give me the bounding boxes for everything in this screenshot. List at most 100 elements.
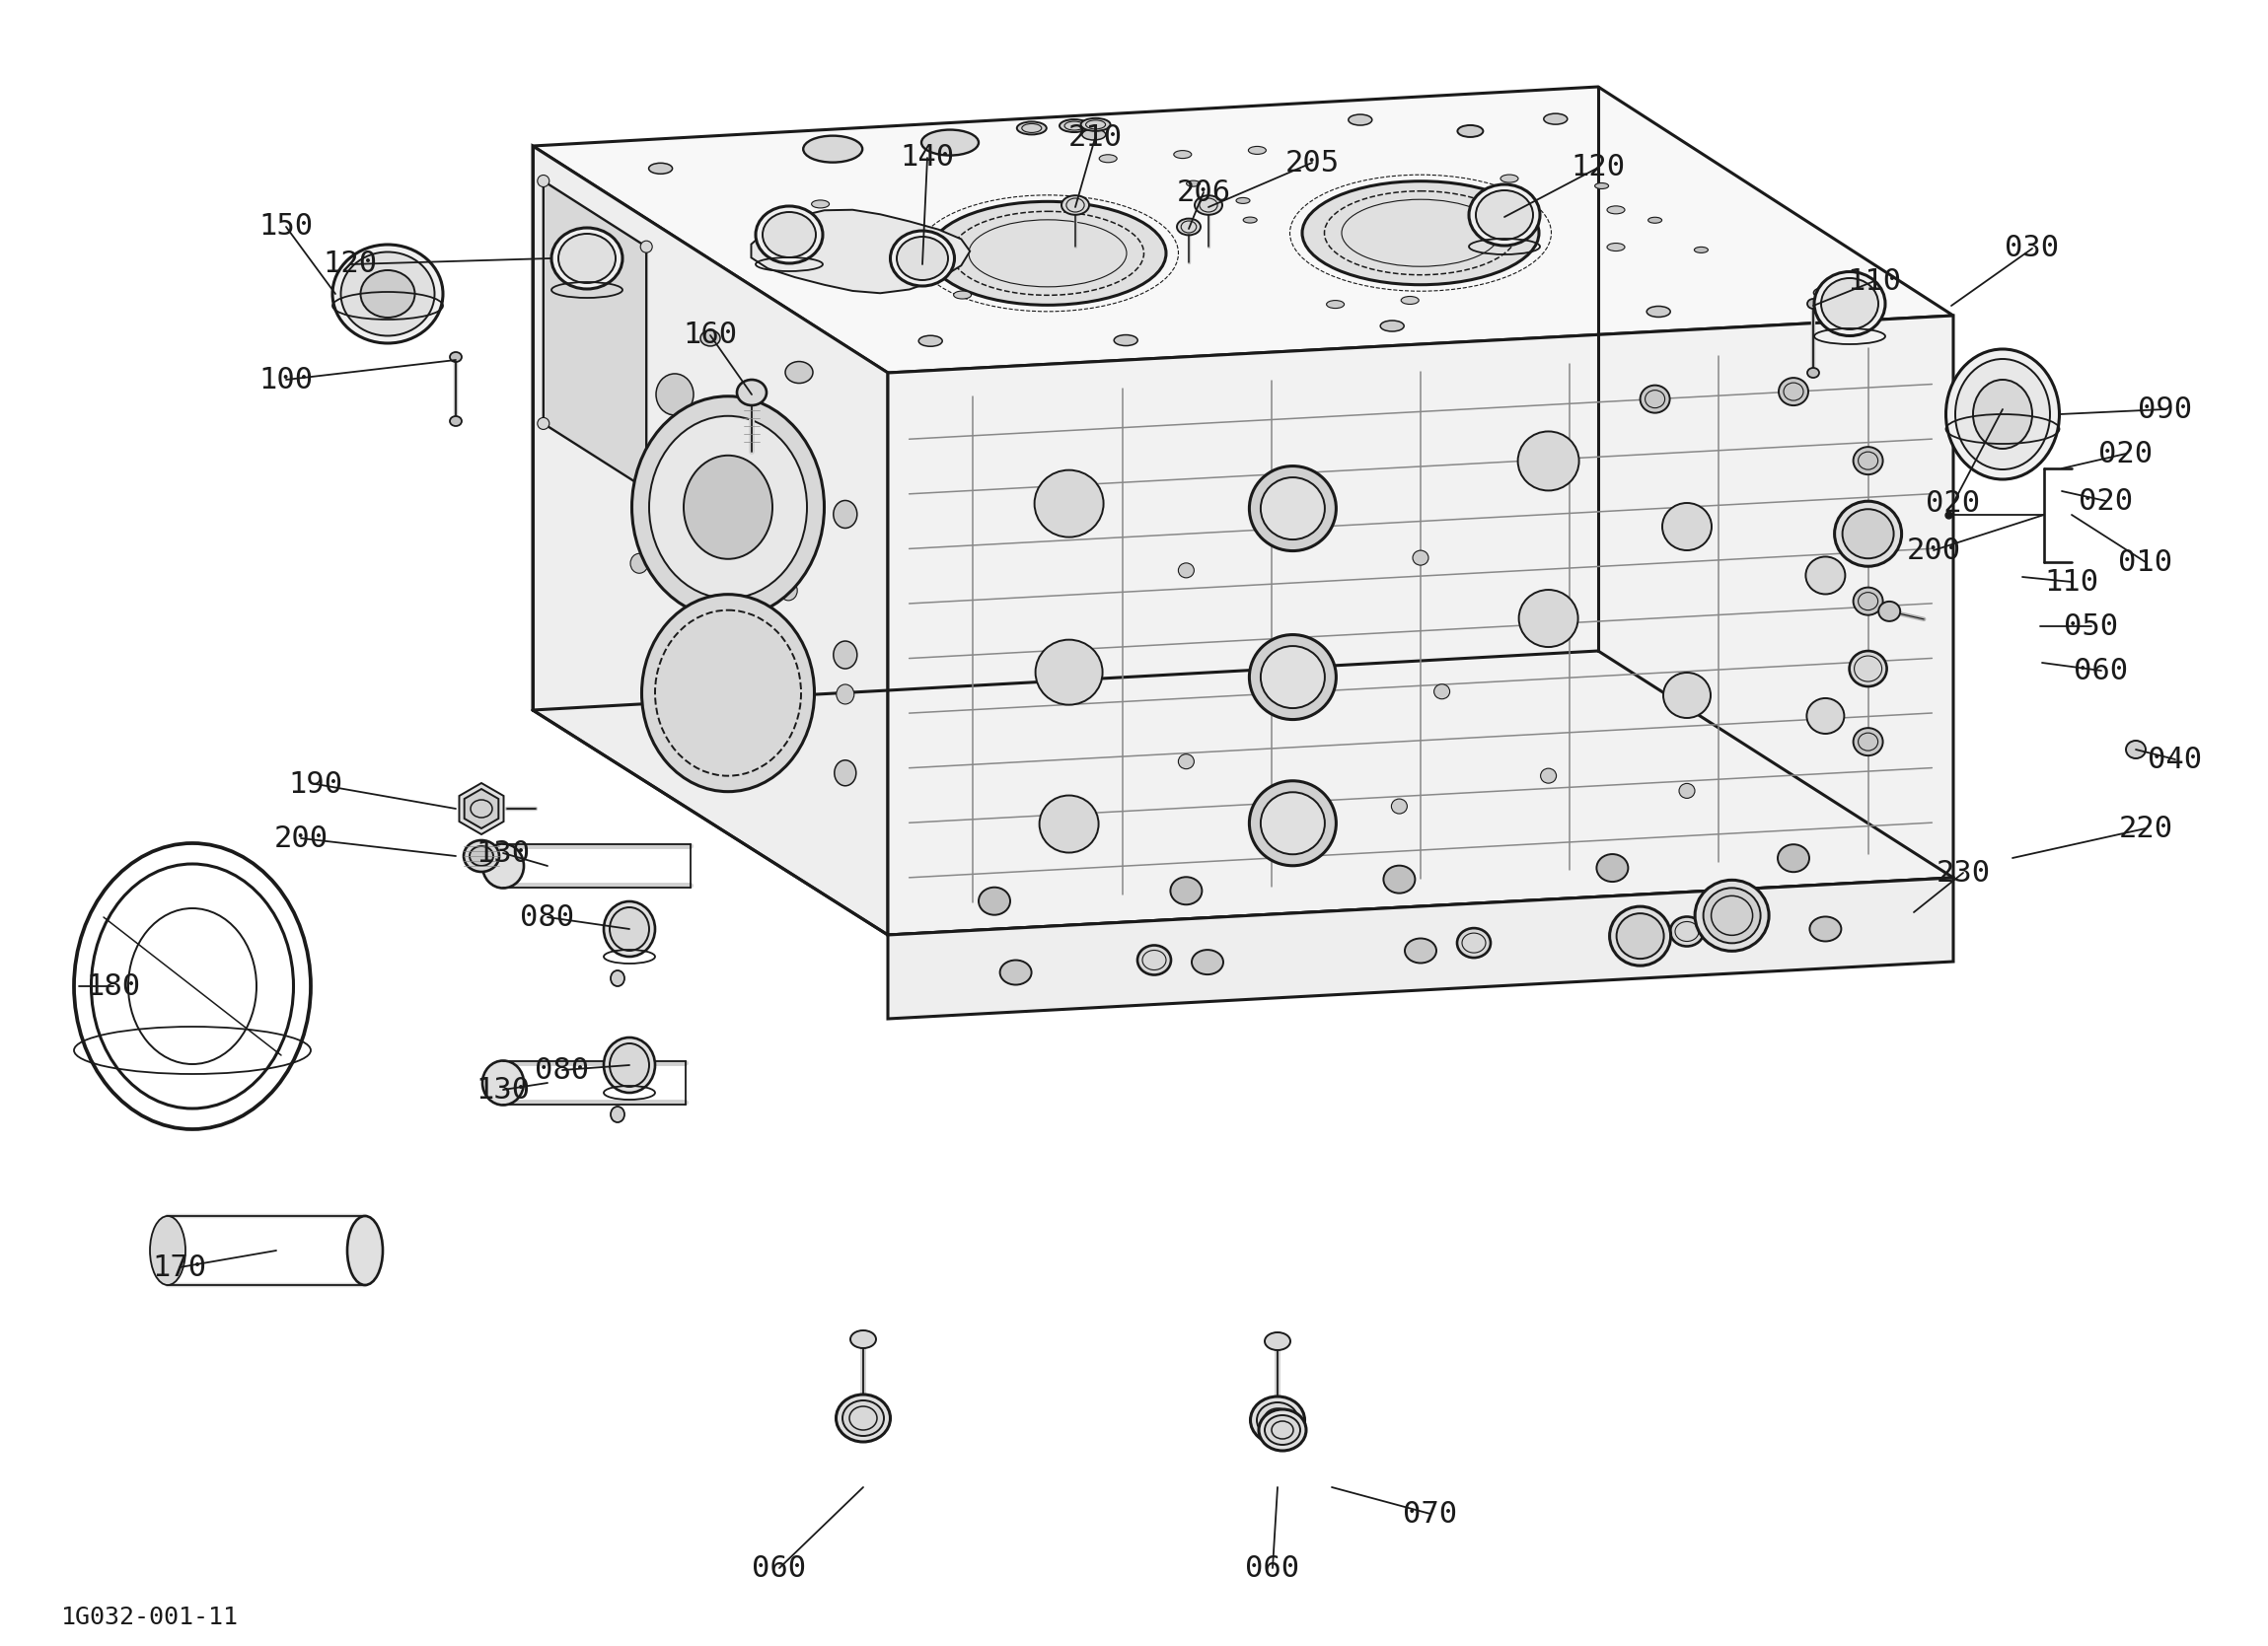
- Ellipse shape: [1520, 589, 1579, 647]
- Ellipse shape: [610, 1106, 624, 1123]
- Ellipse shape: [1545, 114, 1567, 125]
- Text: 120: 120: [322, 250, 376, 278]
- Ellipse shape: [921, 130, 978, 155]
- Ellipse shape: [780, 581, 798, 601]
- Ellipse shape: [1848, 650, 1887, 686]
- Ellipse shape: [1261, 645, 1325, 708]
- Ellipse shape: [1678, 783, 1694, 798]
- Ellipse shape: [1402, 296, 1420, 305]
- Ellipse shape: [1000, 960, 1032, 984]
- Ellipse shape: [538, 174, 549, 188]
- Text: 150: 150: [259, 212, 313, 240]
- Ellipse shape: [1175, 150, 1191, 158]
- Ellipse shape: [1694, 247, 1708, 253]
- Ellipse shape: [1608, 244, 1624, 252]
- Ellipse shape: [1946, 349, 2059, 479]
- Polygon shape: [533, 146, 887, 935]
- Ellipse shape: [1878, 601, 1901, 621]
- Ellipse shape: [340, 252, 435, 336]
- Ellipse shape: [1261, 792, 1325, 854]
- Polygon shape: [887, 877, 1953, 1019]
- Ellipse shape: [755, 206, 823, 263]
- Ellipse shape: [1853, 448, 1882, 474]
- Text: 110: 110: [2043, 568, 2098, 596]
- Ellipse shape: [469, 846, 492, 866]
- Text: 180: 180: [86, 971, 141, 1001]
- Text: 060: 060: [753, 1554, 807, 1582]
- Ellipse shape: [919, 336, 941, 346]
- Ellipse shape: [667, 576, 683, 596]
- Ellipse shape: [812, 201, 830, 207]
- Ellipse shape: [835, 760, 855, 785]
- Ellipse shape: [610, 907, 649, 951]
- Ellipse shape: [2125, 741, 2146, 759]
- Ellipse shape: [1842, 509, 1894, 558]
- Ellipse shape: [785, 362, 812, 384]
- Ellipse shape: [837, 685, 855, 704]
- Ellipse shape: [1036, 640, 1102, 704]
- Ellipse shape: [1470, 184, 1540, 245]
- Ellipse shape: [1617, 914, 1665, 958]
- Ellipse shape: [1662, 504, 1712, 550]
- Ellipse shape: [1179, 563, 1193, 578]
- Ellipse shape: [1061, 196, 1089, 214]
- Ellipse shape: [850, 1330, 875, 1348]
- Ellipse shape: [1853, 728, 1882, 756]
- Ellipse shape: [1597, 854, 1628, 882]
- Ellipse shape: [483, 1060, 524, 1104]
- Text: 080: 080: [535, 1055, 590, 1085]
- Text: 230: 230: [1937, 859, 1991, 887]
- Text: 030: 030: [2005, 234, 2059, 263]
- Ellipse shape: [1256, 1402, 1297, 1439]
- Ellipse shape: [832, 500, 857, 528]
- Ellipse shape: [701, 599, 719, 619]
- Ellipse shape: [1390, 798, 1406, 813]
- Ellipse shape: [1456, 928, 1490, 958]
- Ellipse shape: [1973, 380, 2032, 449]
- Ellipse shape: [1034, 471, 1105, 537]
- Ellipse shape: [1250, 1396, 1304, 1444]
- Ellipse shape: [1082, 128, 1107, 140]
- Ellipse shape: [603, 902, 655, 956]
- Text: 130: 130: [476, 839, 531, 867]
- Text: 140: 140: [900, 143, 955, 173]
- Text: 060: 060: [2075, 657, 2127, 685]
- Ellipse shape: [930, 201, 1166, 305]
- Polygon shape: [544, 181, 646, 489]
- Ellipse shape: [1059, 120, 1089, 132]
- Ellipse shape: [1476, 191, 1533, 240]
- Ellipse shape: [558, 234, 615, 283]
- Ellipse shape: [361, 270, 415, 318]
- Ellipse shape: [1381, 321, 1404, 331]
- Ellipse shape: [1259, 1409, 1306, 1450]
- Ellipse shape: [701, 331, 721, 346]
- Text: 070: 070: [1404, 1500, 1458, 1527]
- Ellipse shape: [780, 649, 798, 668]
- Ellipse shape: [649, 163, 671, 174]
- Ellipse shape: [538, 418, 549, 430]
- Ellipse shape: [1114, 334, 1139, 346]
- Text: 220: 220: [2118, 815, 2173, 843]
- Ellipse shape: [953, 291, 971, 300]
- Polygon shape: [458, 783, 503, 835]
- Ellipse shape: [1808, 698, 1844, 734]
- Text: 050: 050: [2064, 612, 2118, 640]
- Ellipse shape: [1640, 385, 1669, 413]
- Ellipse shape: [1139, 945, 1170, 974]
- Ellipse shape: [1243, 217, 1256, 222]
- Ellipse shape: [551, 227, 621, 290]
- Ellipse shape: [891, 230, 955, 286]
- Ellipse shape: [1805, 556, 1846, 594]
- Ellipse shape: [1250, 780, 1336, 866]
- Ellipse shape: [1191, 950, 1222, 974]
- Ellipse shape: [449, 416, 463, 426]
- Ellipse shape: [1247, 146, 1266, 155]
- Ellipse shape: [1647, 306, 1669, 318]
- Ellipse shape: [1617, 927, 1649, 951]
- Ellipse shape: [1955, 359, 2050, 469]
- Ellipse shape: [1662, 673, 1710, 718]
- Text: 020: 020: [2080, 487, 2134, 515]
- Ellipse shape: [603, 1037, 655, 1093]
- Ellipse shape: [1433, 685, 1449, 700]
- Ellipse shape: [1540, 769, 1556, 783]
